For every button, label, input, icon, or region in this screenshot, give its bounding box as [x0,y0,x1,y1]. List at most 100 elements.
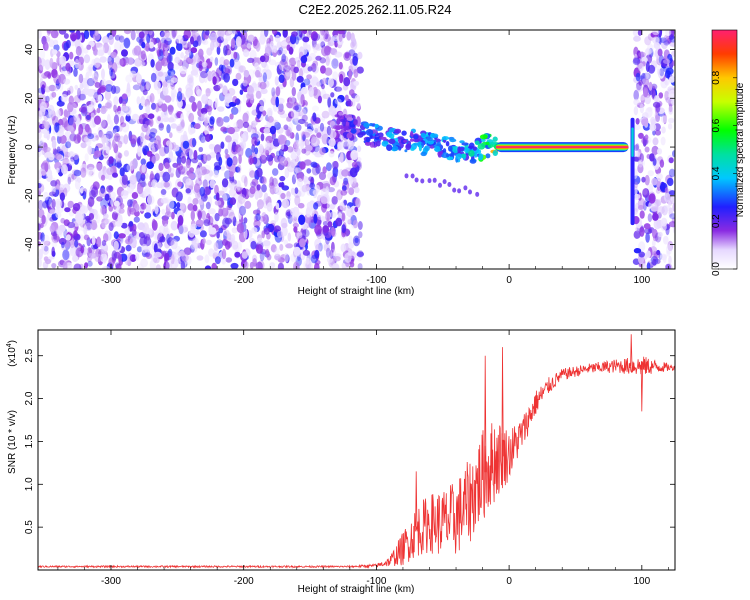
noise-blob [140,258,149,268]
noise-blob [69,51,74,60]
noise-blob [150,59,155,68]
noise-blob [196,89,202,97]
noise-blob [171,92,175,103]
noise-blob [69,238,75,249]
noise-blob [332,98,338,109]
noise-blob [179,66,188,75]
noise-blob [664,187,669,194]
noise-blob [300,94,305,105]
noise-blob [191,137,197,148]
noise-blob [644,36,652,46]
noise-blob [177,250,186,257]
noise-blob [100,253,108,263]
noise-blob [109,191,116,199]
noise-blob [163,38,169,48]
noise-blob [255,90,262,99]
noise-blob [38,94,44,101]
noise-blob [129,134,137,145]
signal-blob [438,151,443,155]
signal-blob [434,145,441,153]
noise-blob [339,152,344,164]
signal-blob [448,153,454,157]
noise-blob [283,124,289,131]
noise-blob [177,215,184,226]
noise-blob [177,181,183,187]
noise-blob [310,123,319,130]
noise-blob [347,219,352,225]
noise-blob [219,56,226,67]
noise-blob [242,121,250,128]
signal-blob [343,125,348,132]
noise-blob [73,230,77,237]
noise-blob [108,222,114,232]
noise-blob [349,89,355,96]
noise-blob [659,253,668,261]
noise-blob [67,138,72,149]
noise-blob [44,162,49,173]
colorbar: 0.0 0.2 0.4 0.6 0.8 Normalized spectral ampl… [711,29,746,276]
noise-blob [232,78,239,87]
noise-blob [214,57,219,66]
noise-blob [202,112,208,120]
noise-blob [44,121,50,130]
noise-blob [299,161,306,170]
colorbar-tick-label: 0.4 [711,166,722,180]
noise-blob [111,211,118,220]
noise-blob [243,49,250,57]
signal-blob [448,145,453,152]
noise-blob [656,65,661,71]
noise-blob [651,145,659,155]
noise-blob [123,150,129,157]
noise-blob [51,233,60,244]
signal-blob [410,131,414,137]
snr-y-scale: (x104) [6,340,18,367]
signal-blob [420,151,427,157]
noise-blob [158,122,164,131]
noise-blob [663,192,672,203]
noise-blob [258,76,265,84]
noise-blob [106,113,111,125]
noise-blob [344,252,352,263]
signal-blob [414,138,420,143]
noise-blob [643,139,649,146]
noise-blob [241,30,249,33]
noise-blob [300,55,308,64]
noise-blob [290,207,295,216]
noise-blob [309,261,313,269]
noise-blob [306,44,311,53]
noise-blob [84,153,89,162]
noise-blob [236,180,241,191]
noise-blob [311,38,317,48]
noise-blob [310,161,318,168]
noise-blob [275,150,281,157]
noise-blob [140,137,147,148]
noise-blob [298,30,303,38]
noise-blob [138,38,144,46]
noise-blob [54,198,63,209]
noise-blob [53,74,62,85]
noise-blob [227,127,236,135]
noise-blob [118,208,125,214]
noise-blob [140,50,146,60]
noise-blob [633,248,642,254]
noise-blob [74,174,79,182]
noise-blob [187,203,194,211]
noise-blob [351,161,358,168]
noise-blob [185,159,191,169]
noise-blob [356,251,364,257]
noise-blob [49,61,58,69]
noise-blob [320,194,329,205]
noise-blob [199,132,206,143]
signal-blob [472,146,477,151]
noise-blob [205,239,212,246]
noise-blob [276,230,284,238]
noise-blob [180,119,185,128]
noise-blob [65,62,71,72]
noise-blob [668,103,673,113]
noise-blob [126,163,134,172]
noise-blob [188,173,196,180]
noise-blob [218,204,225,215]
noise-blob [87,104,93,114]
noise-blob [654,95,659,103]
noise-blob [310,31,318,42]
